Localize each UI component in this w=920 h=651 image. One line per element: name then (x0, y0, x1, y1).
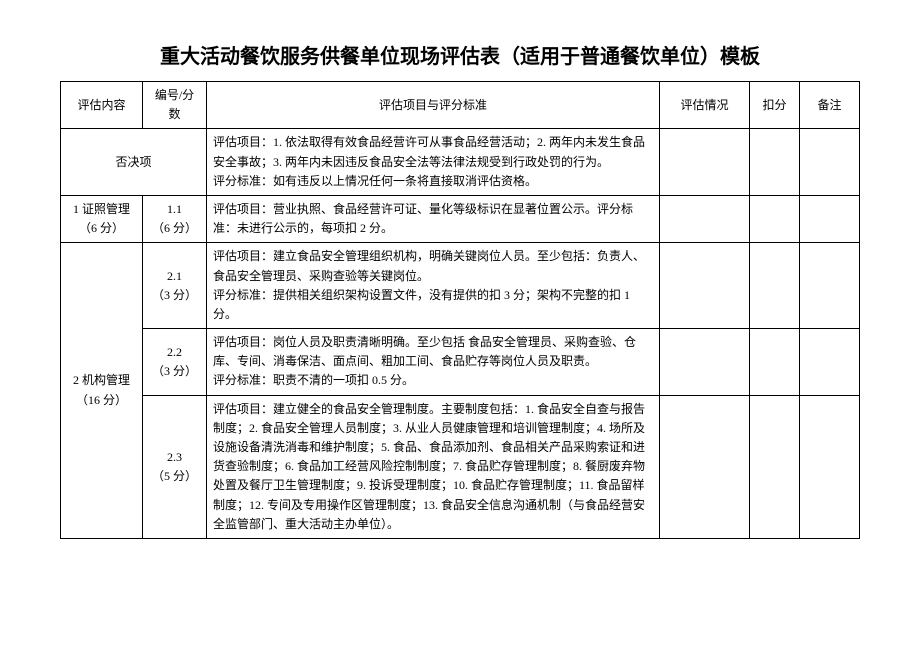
cell-number: 1.1（6 分） (143, 195, 207, 242)
header-criteria: 评估项目与评分标准 (207, 82, 660, 129)
header-deduct: 扣分 (750, 82, 800, 129)
cell-deduct (750, 243, 800, 329)
cell-deduct (750, 395, 800, 538)
cell-number: 2.2（3 分） (143, 329, 207, 396)
cell-criteria: 评估项目：建立食品安全管理组织机构，明确关键岗位人员。至少包括：负责人、食品安全… (207, 243, 660, 329)
cell-status (660, 129, 750, 196)
cell-category: 1 证照管理（6 分） (61, 195, 143, 242)
cell-status (660, 243, 750, 329)
cell-criteria: 评估项目：营业执照、食品经营许可证、量化等级标识在显著位置公示。评分标准：未进行… (207, 195, 660, 242)
cell-number: 2.3（5 分） (143, 395, 207, 538)
cell-deduct (750, 129, 800, 196)
cell-category: 否决项 (61, 129, 207, 196)
cell-status (660, 395, 750, 538)
header-status: 评估情况 (660, 82, 750, 129)
cell-deduct (750, 195, 800, 242)
cell-note (800, 329, 860, 396)
table-row: 2 机构管理（16 分） 2.1（3 分） 评估项目：建立食品安全管理组织机构，… (61, 243, 860, 329)
cell-category: 2 机构管理（16 分） (61, 243, 143, 539)
page-title: 重大活动餐饮服务供餐单位现场评估表（适用于普通餐饮单位）模板 (60, 40, 860, 69)
cell-criteria: 评估项目：1. 依法取得有效食品经营许可从事食品经营活动；2. 两年内未发生食品… (207, 129, 660, 196)
cell-note (800, 195, 860, 242)
table-row: 否决项 评估项目：1. 依法取得有效食品经营许可从事食品经营活动；2. 两年内未… (61, 129, 860, 196)
evaluation-table: 评估内容 编号/分数 评估项目与评分标准 评估情况 扣分 备注 否决项 评估项目… (60, 81, 860, 539)
table-row: 2.2（3 分） 评估项目：岗位人员及职责清晰明确。至少包括 食品安全管理员、采… (61, 329, 860, 396)
table-row: 1 证照管理（6 分） 1.1（6 分） 评估项目：营业执照、食品经营许可证、量… (61, 195, 860, 242)
cell-criteria: 评估项目：建立健全的食品安全管理制度。主要制度包括：1. 食品安全自查与报告制度… (207, 395, 660, 538)
cell-status (660, 329, 750, 396)
cell-criteria: 评估项目：岗位人员及职责清晰明确。至少包括 食品安全管理员、采购查验、仓库、专间… (207, 329, 660, 396)
cell-note (800, 129, 860, 196)
cell-number: 2.1（3 分） (143, 243, 207, 329)
table-header-row: 评估内容 编号/分数 评估项目与评分标准 评估情况 扣分 备注 (61, 82, 860, 129)
cell-status (660, 195, 750, 242)
header-category: 评估内容 (61, 82, 143, 129)
cell-note (800, 395, 860, 538)
cell-deduct (750, 329, 800, 396)
cell-note (800, 243, 860, 329)
table-row: 2.3（5 分） 评估项目：建立健全的食品安全管理制度。主要制度包括：1. 食品… (61, 395, 860, 538)
header-note: 备注 (800, 82, 860, 129)
header-number: 编号/分数 (143, 82, 207, 129)
